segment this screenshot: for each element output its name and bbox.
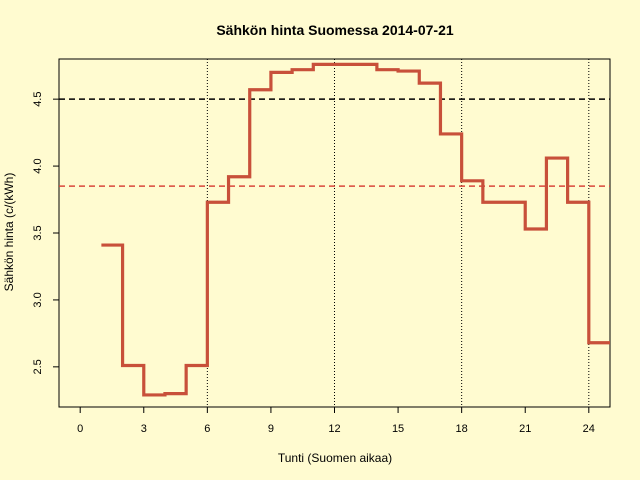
x-tick-label: 15 (392, 423, 404, 435)
y-tick-label: 2.5 (32, 359, 44, 374)
x-tick-label: 3 (141, 423, 147, 435)
y-tick-label: 4.0 (32, 158, 44, 173)
chart-title: Sähkön hinta Suomessa 2014-07-21 (216, 22, 454, 38)
y-tick-label: 4.5 (32, 92, 44, 107)
y-tick-label: 3.0 (32, 292, 44, 307)
y-tick-label: 3.5 (32, 225, 44, 240)
y-axis: 2.5 3.0 3.5 4.0 4.5 (32, 92, 59, 374)
x-tick-label: 24 (583, 423, 595, 435)
series-layer (101, 62, 610, 397)
x-tick-label: 21 (519, 423, 531, 435)
x-tick-label: 18 (456, 423, 468, 435)
reference-lines (59, 59, 610, 407)
x-tick-label: 0 (77, 423, 83, 435)
x-tick-label: 12 (328, 423, 340, 435)
price-step-line (101, 62, 610, 397)
x-tick-label: 6 (204, 423, 210, 435)
y-axis-label: Sähkön hinta (c/(kWh) (2, 173, 16, 292)
x-axis: 0 3 6 9 12 15 18 21 24 (77, 407, 595, 435)
x-axis-label: Tunti (Suomen aikaa) (278, 451, 392, 465)
x-tick-label: 9 (268, 423, 274, 435)
